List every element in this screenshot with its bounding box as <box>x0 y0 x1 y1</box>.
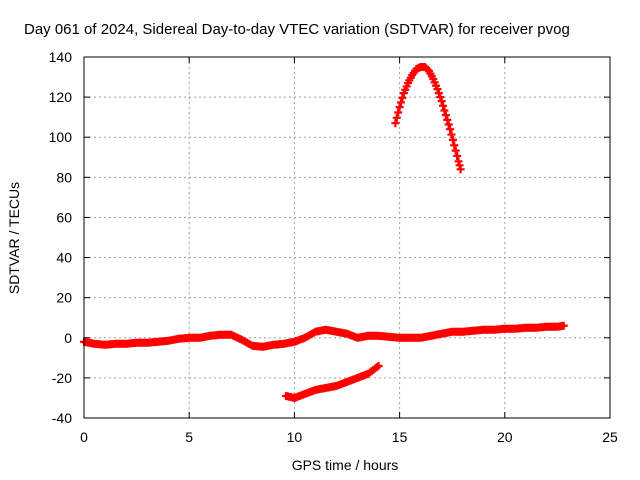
data-point <box>434 89 443 98</box>
x-tick-label: 25 <box>602 429 618 445</box>
data-point <box>398 93 407 102</box>
x-tick-label: 10 <box>287 429 303 445</box>
y-tick-label: -40 <box>52 410 72 426</box>
data-point <box>447 130 456 139</box>
x-tick-label: 15 <box>392 429 408 445</box>
x-tick-label: 0 <box>80 429 88 445</box>
data-point <box>451 146 460 155</box>
series-arc-peak <box>391 63 465 174</box>
data-point <box>441 111 450 120</box>
y-tick-label: 20 <box>56 290 72 306</box>
data-point <box>453 151 462 160</box>
y-tick-label: 40 <box>56 250 72 266</box>
data-point <box>450 141 459 150</box>
y-tick-label: -20 <box>52 370 72 386</box>
y-tick-label: 0 <box>64 330 72 346</box>
series-arc-negative <box>281 361 383 402</box>
x-tick-label: 5 <box>185 429 193 445</box>
plot-frame <box>83 56 611 419</box>
data-point <box>444 120 453 129</box>
y-tick-label: 60 <box>56 209 72 225</box>
y-tick-label: 80 <box>56 169 72 185</box>
y-tick-label: 100 <box>49 129 73 145</box>
data-point <box>374 361 383 370</box>
data-point <box>440 106 449 115</box>
x-axis-label: GPS time / hours <box>292 457 399 473</box>
data-point <box>391 119 400 128</box>
series-arc-main <box>80 321 568 351</box>
data-point <box>456 165 465 174</box>
y-axis-label: SDTVAR / TECUs <box>6 182 22 294</box>
data-point <box>436 93 445 102</box>
data-point <box>448 135 457 144</box>
data-point <box>437 97 446 106</box>
data-point <box>439 101 448 110</box>
data-point <box>559 321 568 330</box>
data-point <box>423 65 432 74</box>
y-tick-label: 140 <box>49 49 73 65</box>
x-tick-label: 20 <box>497 429 513 445</box>
y-tick-label: 120 <box>49 89 73 105</box>
data-point <box>392 113 401 122</box>
data-point <box>443 115 452 124</box>
tick-labels: 0 5 10 15 20 25 -40 -20 0 20 40 60 80 100 120 140 <box>49 49 618 445</box>
data-points <box>80 63 568 402</box>
data-point <box>397 98 406 107</box>
chart-title: Day 061 of 2024, Sidereal Day-to-day VTE… <box>24 21 570 38</box>
data-point <box>446 125 455 134</box>
data-point <box>395 103 404 112</box>
data-point <box>433 85 442 94</box>
data-point <box>394 108 403 117</box>
